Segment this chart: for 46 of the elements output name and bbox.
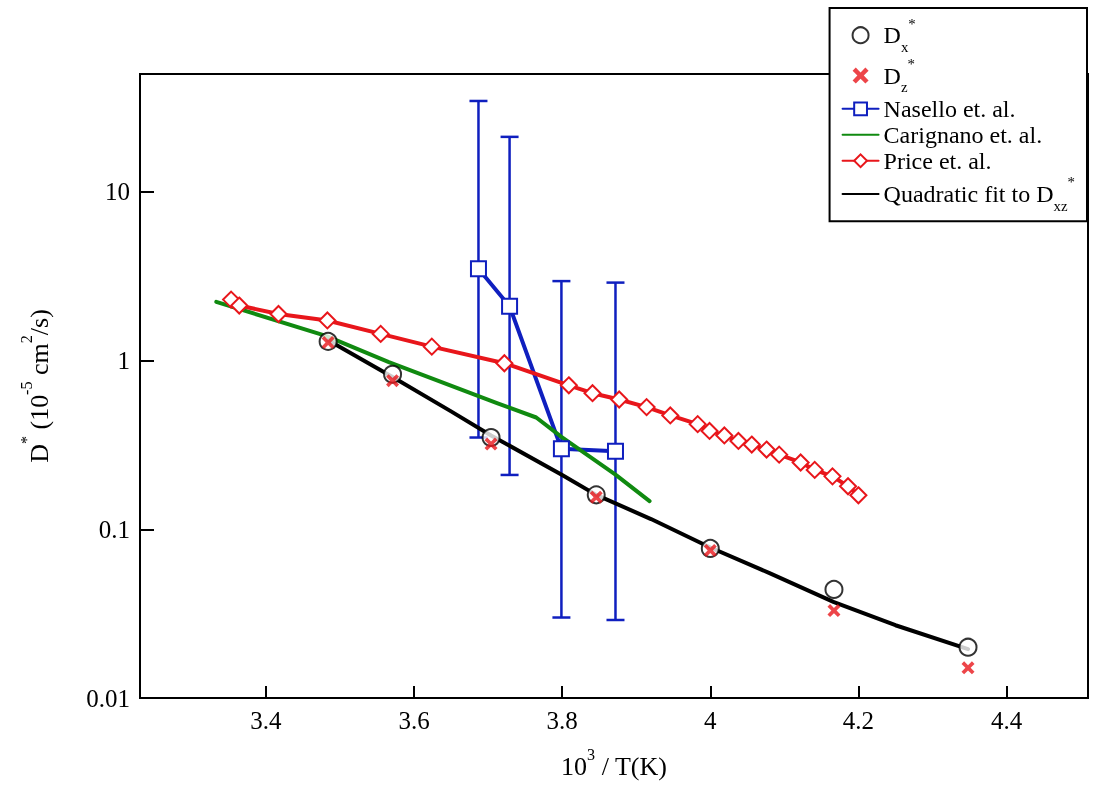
point [827, 604, 841, 618]
point [961, 661, 975, 675]
point [610, 390, 629, 409]
x-tick-label: 3.6 [398, 707, 430, 734]
point [849, 486, 868, 505]
point [269, 304, 288, 323]
point [700, 421, 719, 440]
point [805, 460, 824, 479]
y-tick-label: 10 [105, 178, 130, 206]
point [552, 440, 570, 458]
legend-label: Carignano et. al. [883, 121, 1043, 148]
point [661, 406, 680, 425]
point [230, 296, 249, 315]
line-series [214, 299, 652, 504]
point [824, 579, 844, 599]
point [791, 453, 810, 472]
point [501, 297, 519, 315]
point [637, 398, 656, 417]
point [688, 415, 707, 434]
y-axis-title: D* (10-5 cm2/s) [17, 309, 54, 463]
x-tick-label: 3.4 [250, 707, 283, 734]
point [559, 376, 578, 395]
point [958, 637, 978, 657]
point [583, 384, 602, 403]
x-tick-label: 4.4 [990, 707, 1023, 734]
x-tick-label: 3.8 [546, 707, 578, 734]
point [742, 435, 761, 454]
point [495, 354, 514, 373]
x-tick-label: 4.2 [842, 707, 875, 734]
y-tick-label: 0.01 [86, 684, 130, 712]
point [606, 442, 624, 460]
point [757, 440, 776, 459]
legend-label: Nasello et. al. [883, 95, 1016, 122]
point [770, 445, 789, 464]
y-tick-label: 1 [117, 347, 130, 375]
point [839, 477, 858, 496]
point [823, 467, 842, 486]
point [469, 260, 487, 278]
point [318, 311, 337, 330]
point [422, 337, 441, 356]
x-tick-label: 4 [704, 707, 718, 734]
y-tick-label: 0.1 [98, 515, 130, 543]
point [371, 324, 390, 343]
point [715, 426, 734, 445]
legend-label: Price et. al. [883, 147, 992, 174]
point [729, 431, 748, 450]
